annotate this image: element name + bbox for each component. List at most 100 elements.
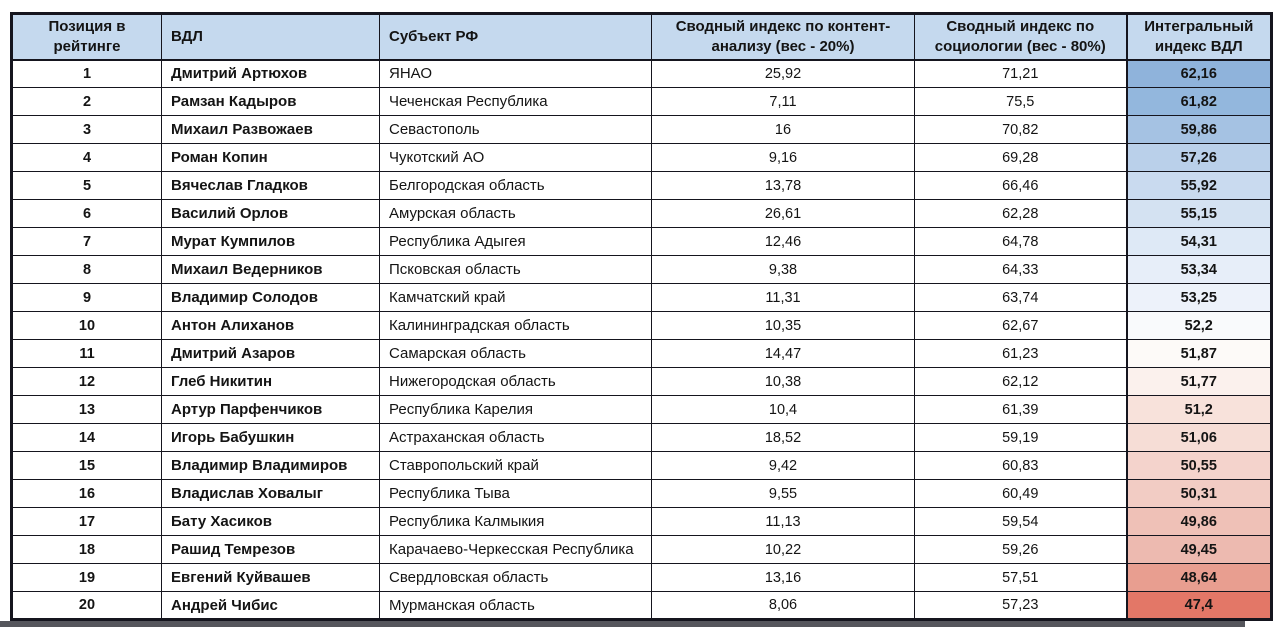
sociology-index-cell: 64,33 (914, 255, 1127, 284)
sociology-index-cell: 59,26 (914, 535, 1127, 564)
integral-index-cell: 48,64 (1125, 563, 1272, 592)
content-index-cell: 18,52 (651, 423, 915, 452)
page: Позиция в рейтинге ВДЛ Субъект РФ Сводны… (0, 12, 1282, 637)
integral-index-cell: 51,06 (1125, 423, 1272, 452)
region-cell: Белгородская область (379, 171, 652, 200)
region-cell: Свердловская область (379, 563, 652, 592)
content-index-cell: 10,38 (651, 367, 915, 396)
region-cell: Самарская область (379, 339, 652, 368)
sociology-index-cell: 63,74 (914, 283, 1127, 312)
vdl-name-cell: Михаил Ведерников (161, 255, 380, 284)
integral-index-cell: 53,25 (1125, 283, 1272, 312)
table-row: 7 Мурат Кумпилов Республика Адыгея 12,46… (11, 227, 1272, 256)
rank-cell: 10 (11, 311, 162, 340)
rank-cell: 11 (11, 339, 162, 368)
content-index-cell: 10,22 (651, 535, 915, 564)
table-row: 5 Вячеслав Гладков Белгородская область … (11, 171, 1272, 200)
content-index-cell: 11,31 (651, 283, 915, 312)
integral-index-cell: 52,2 (1125, 311, 1272, 340)
integral-index-cell: 53,34 (1125, 255, 1272, 284)
sociology-index-cell: 62,12 (914, 367, 1127, 396)
rank-cell: 2 (11, 87, 162, 116)
sociology-index-cell: 62,67 (914, 311, 1127, 340)
header-rank: Позиция в рейтинге (11, 13, 162, 61)
rank-cell: 16 (11, 479, 162, 508)
table-row: 20 Андрей Чибис Мурманская область 8,06 … (11, 591, 1272, 620)
vdl-name-cell: Андрей Чибис (161, 591, 380, 620)
sociology-index-cell: 75,5 (914, 87, 1127, 116)
region-cell: ЯНАО (379, 59, 652, 88)
region-cell: Республика Адыгея (379, 227, 652, 256)
content-index-cell: 13,16 (651, 563, 915, 592)
region-cell: Астраханская область (379, 423, 652, 452)
content-index-cell: 8,06 (651, 591, 915, 620)
integral-index-cell: 47,4 (1125, 591, 1272, 620)
sociology-index-cell: 69,28 (914, 143, 1127, 172)
vdl-name-cell: Евгений Куйвашев (161, 563, 380, 592)
integral-index-cell: 49,45 (1125, 535, 1272, 564)
region-cell: Псковская область (379, 255, 652, 284)
rank-cell: 15 (11, 451, 162, 480)
rank-cell: 6 (11, 199, 162, 228)
table-row: 14 Игорь Бабушкин Астраханская область 1… (11, 423, 1272, 452)
table-row: 10 Антон Алиханов Калининградская област… (11, 311, 1272, 340)
integral-index-cell: 55,92 (1125, 171, 1272, 200)
sociology-index-cell: 61,23 (914, 339, 1127, 368)
sociology-index-cell: 59,54 (914, 507, 1127, 536)
header-content-index: Сводный индекс по контент-анализу (вес -… (651, 13, 915, 61)
region-cell: Чукотский АО (379, 143, 652, 172)
rank-cell: 5 (11, 171, 162, 200)
content-index-cell: 9,38 (651, 255, 915, 284)
header-integral-index: Интегральный индекс ВДЛ (1125, 13, 1272, 61)
integral-index-cell: 51,87 (1125, 339, 1272, 368)
sociology-index-cell: 62,28 (914, 199, 1127, 228)
region-cell: Чеченская Республика (379, 87, 652, 116)
vdl-name-cell: Роман Копин (161, 143, 380, 172)
integral-index-cell: 62,16 (1125, 59, 1272, 88)
content-index-cell: 10,35 (651, 311, 915, 340)
sociology-index-cell: 59,19 (914, 423, 1127, 452)
content-index-cell: 25,92 (651, 59, 915, 88)
integral-index-cell: 50,55 (1125, 451, 1272, 480)
table-row: 9 Владимир Солодов Камчатский край 11,31… (11, 283, 1272, 312)
rank-cell: 20 (11, 591, 162, 620)
table-row: 12 Глеб Никитин Нижегородская область 10… (11, 367, 1272, 396)
table-row: 18 Рашид Темрезов Карачаево-Черкесская Р… (11, 535, 1272, 564)
vdl-name-cell: Рамзан Кадыров (161, 87, 380, 116)
vdl-name-cell: Михаил Развожаев (161, 115, 380, 144)
table-row: 4 Роман Копин Чукотский АО 9,16 69,28 57… (11, 143, 1272, 172)
vdl-name-cell: Бату Хасиков (161, 507, 380, 536)
region-cell: Республика Тыва (379, 479, 652, 508)
rank-cell: 8 (11, 255, 162, 284)
table-row: 15 Владимир Владимиров Ставропольский кр… (11, 451, 1272, 480)
vdl-name-cell: Игорь Бабушкин (161, 423, 380, 452)
vdl-name-cell: Владимир Солодов (161, 283, 380, 312)
region-cell: Нижегородская область (379, 367, 652, 396)
content-index-cell: 9,16 (651, 143, 915, 172)
region-cell: Ставропольский край (379, 451, 652, 480)
rank-cell: 4 (11, 143, 162, 172)
rank-cell: 18 (11, 535, 162, 564)
sociology-index-cell: 70,82 (914, 115, 1127, 144)
vdl-name-cell: Рашид Темрезов (161, 535, 380, 564)
vdl-name-cell: Антон Алиханов (161, 311, 380, 340)
rank-cell: 7 (11, 227, 162, 256)
region-cell: Республика Калмыкия (379, 507, 652, 536)
vdl-name-cell: Вячеслав Гладков (161, 171, 380, 200)
integral-index-cell: 51,2 (1125, 395, 1272, 424)
integral-index-cell: 55,15 (1125, 199, 1272, 228)
rank-cell: 17 (11, 507, 162, 536)
table-row: 1 Дмитрий Артюхов ЯНАО 25,92 71,21 62,16 (11, 59, 1272, 88)
rank-cell: 13 (11, 395, 162, 424)
content-index-cell: 7,11 (651, 87, 915, 116)
vdl-name-cell: Василий Орлов (161, 199, 380, 228)
region-cell: Республика Карелия (379, 395, 652, 424)
header-region: Субъект РФ (379, 13, 652, 61)
sociology-index-cell: 64,78 (914, 227, 1127, 256)
content-index-cell: 26,61 (651, 199, 915, 228)
region-cell: Амурская область (379, 199, 652, 228)
table-row: 6 Василий Орлов Амурская область 26,61 6… (11, 199, 1272, 228)
table-row: 19 Евгений Куйвашев Свердловская область… (11, 563, 1272, 592)
rank-cell: 14 (11, 423, 162, 452)
content-index-cell: 9,42 (651, 451, 915, 480)
